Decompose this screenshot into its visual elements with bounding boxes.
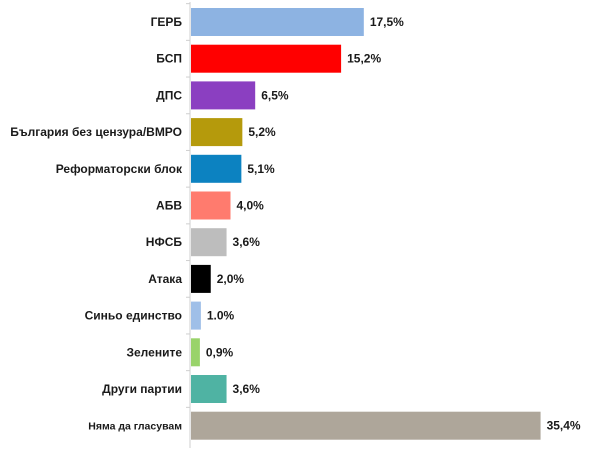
- category-label: ГЕРБ: [151, 15, 183, 29]
- data-label: 1.0%: [207, 309, 235, 323]
- category-label: Синьо единство: [85, 309, 182, 323]
- data-label: 35,4%: [547, 419, 581, 433]
- category-label: ДПС: [156, 88, 182, 102]
- data-label: 15,2%: [347, 52, 381, 66]
- data-label: 0,9%: [206, 345, 234, 359]
- bar: [191, 264, 211, 293]
- bar: [191, 375, 227, 403]
- data-label: 2,0%: [217, 272, 245, 286]
- bar: [191, 228, 227, 257]
- data-label: 17,5%: [370, 15, 404, 29]
- category-label: Атака: [148, 272, 182, 286]
- bar: [191, 154, 242, 183]
- bar: [191, 118, 243, 147]
- category-label: Други партии: [102, 382, 182, 396]
- bar: [191, 338, 200, 367]
- bar: [191, 8, 364, 36]
- category-label: Зелените: [126, 345, 182, 359]
- category-label: НФСБ: [146, 235, 183, 249]
- category-label: АБВ: [156, 199, 182, 213]
- data-label: 5,1%: [247, 162, 275, 176]
- bar: [191, 411, 541, 440]
- category-label: България без цензура/ВМРО: [10, 125, 182, 139]
- bar: [191, 44, 342, 73]
- category-label: Няма да гласувам: [88, 421, 182, 433]
- bar: [191, 301, 201, 330]
- bar: [191, 81, 256, 110]
- category-label: Реформаторски блок: [56, 162, 183, 176]
- bar: [191, 191, 231, 220]
- category-label: БСП: [156, 52, 182, 66]
- data-label: 6,5%: [261, 88, 289, 102]
- data-label: 5,2%: [248, 125, 276, 139]
- data-label: 4,0%: [237, 199, 265, 213]
- data-label: 3,6%: [233, 382, 261, 396]
- data-label: 3,6%: [233, 235, 261, 249]
